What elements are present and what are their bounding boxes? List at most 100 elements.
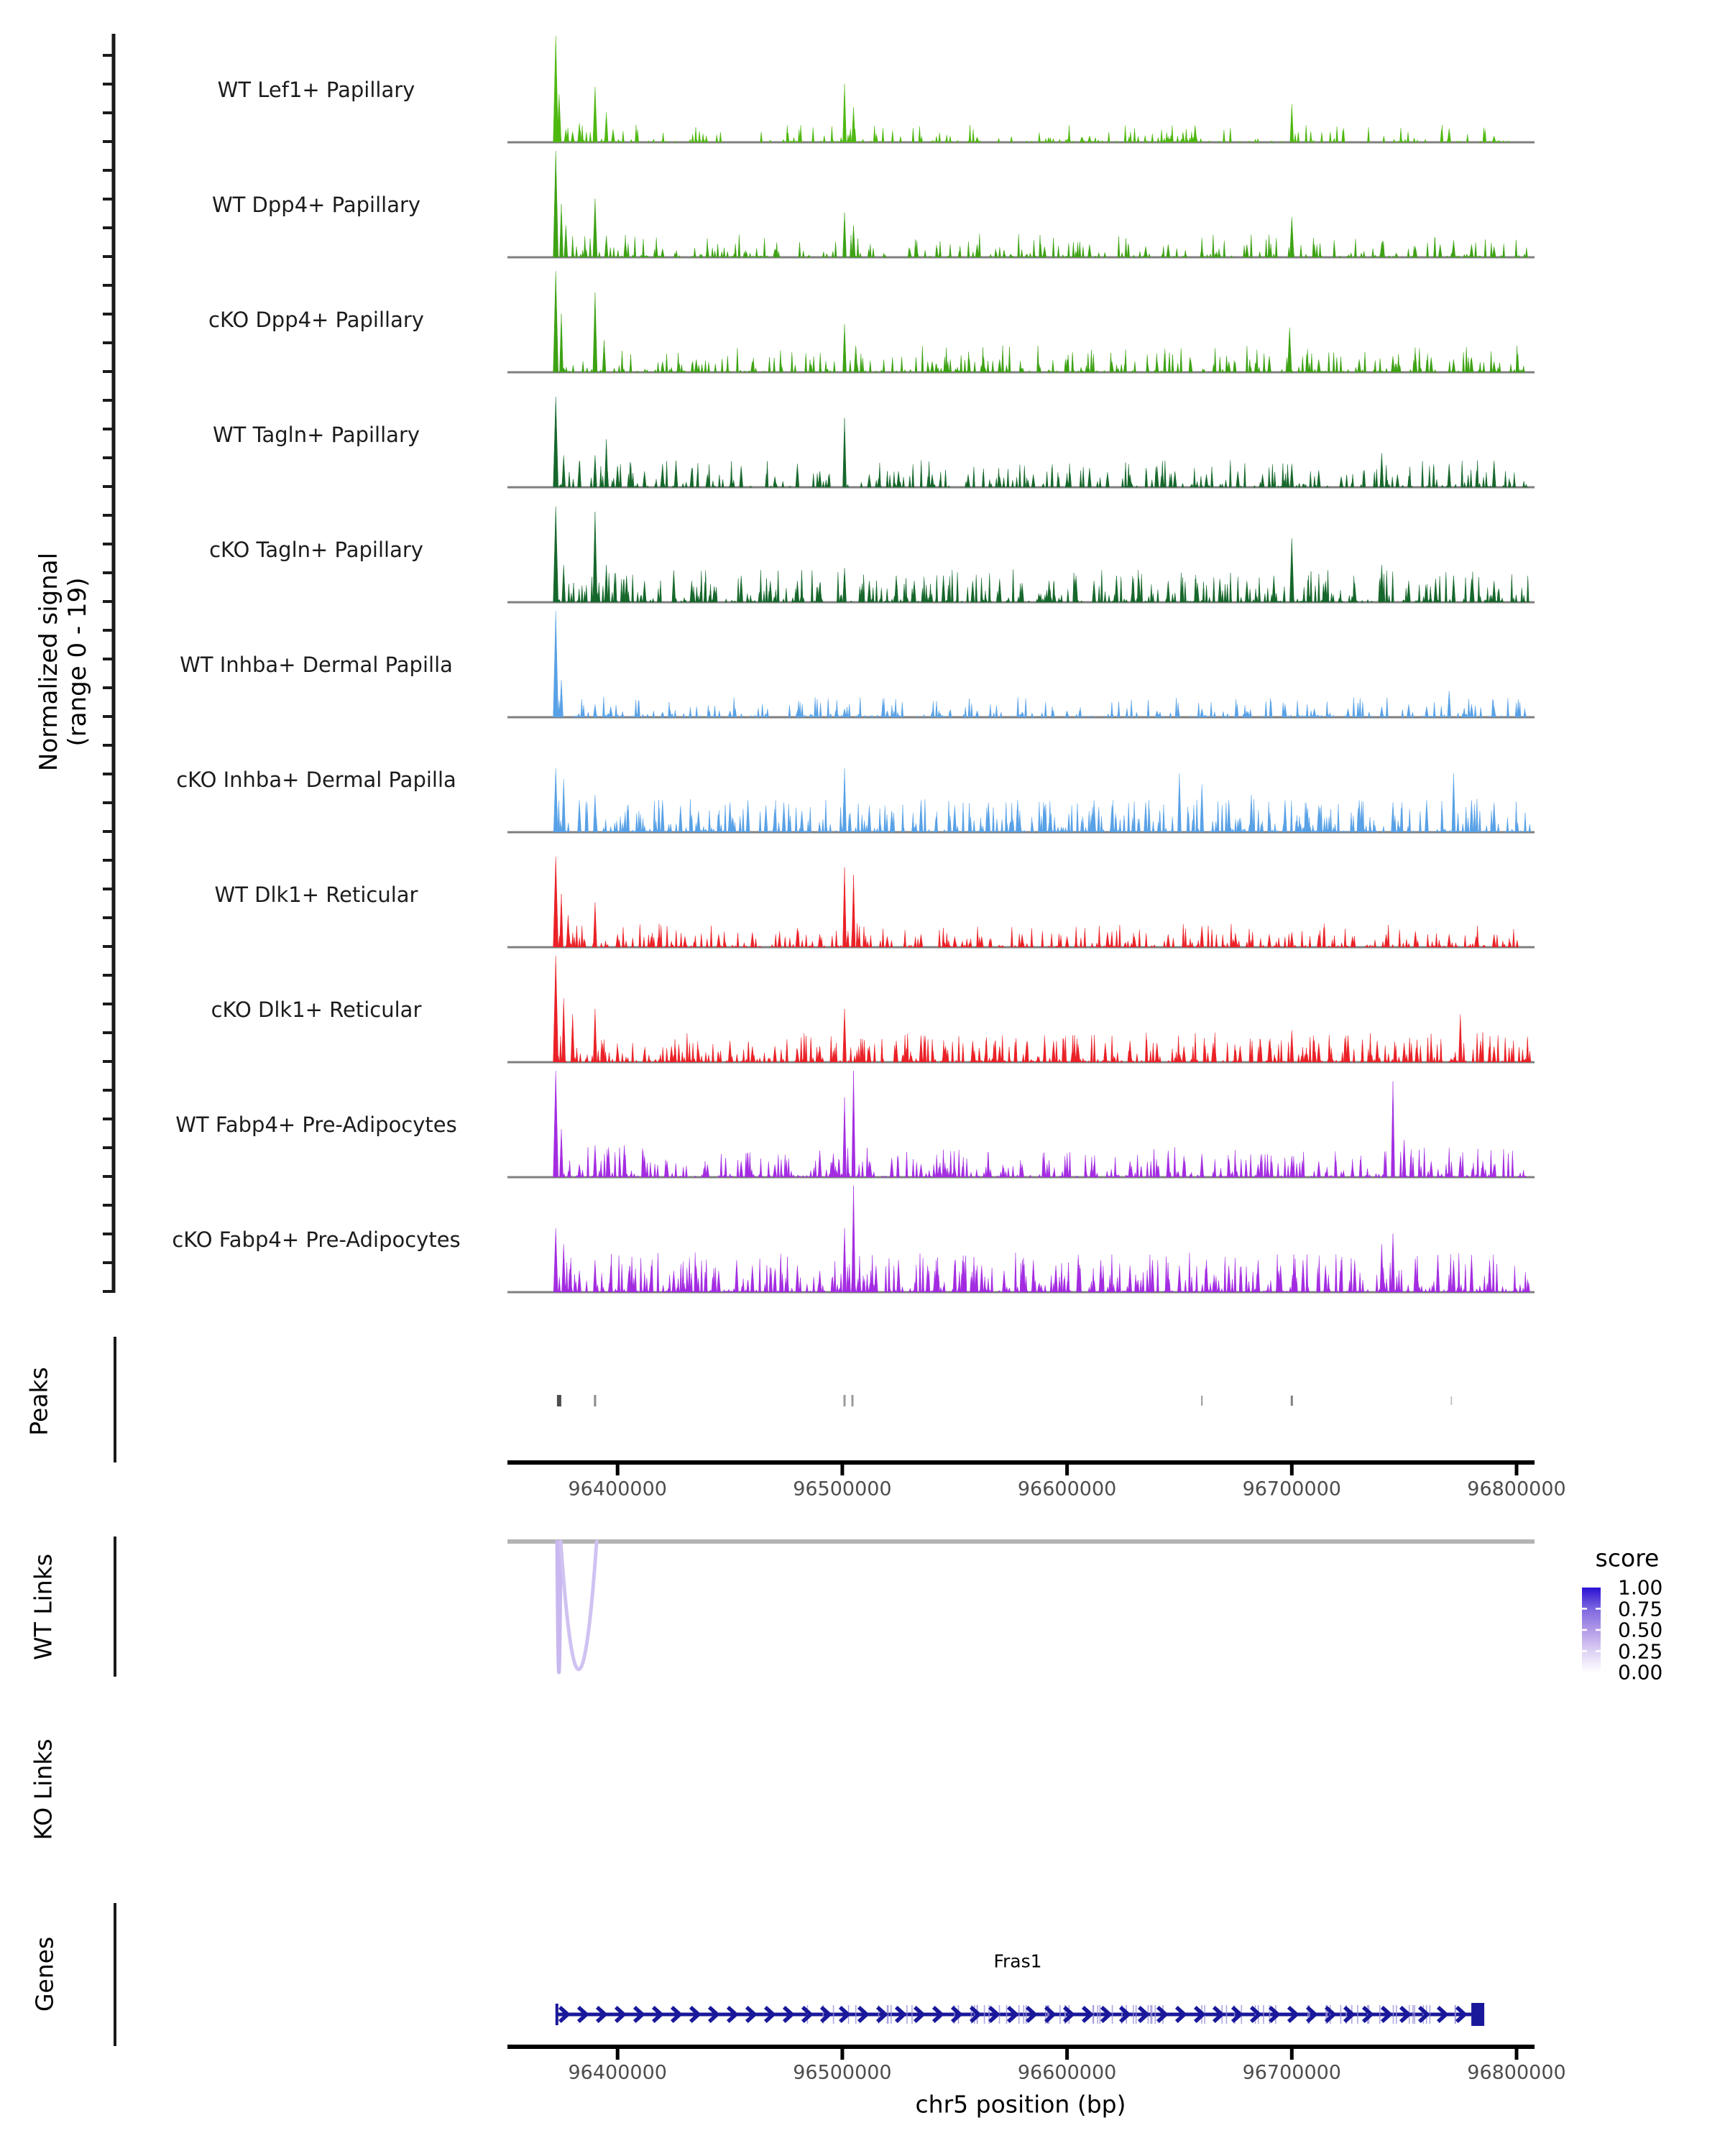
peak-mark	[1450, 1396, 1453, 1405]
gene-strand-arrow	[875, 2005, 888, 2024]
gene-strand-arrow	[1081, 2005, 1094, 2024]
gene-strand-arrow	[1417, 2005, 1430, 2024]
track-label: WT Tagln+ Papillary	[212, 423, 420, 447]
track-signal	[553, 397, 1528, 488]
gene-strand-arrow	[950, 2005, 963, 2024]
track-signal	[553, 506, 1530, 603]
upper-x-axis-tick-label: 96700000	[1242, 1478, 1341, 1501]
signal-axis-title-line2: (range 0 - 19)	[63, 577, 92, 747]
gene-strand-arrow	[745, 2005, 758, 2024]
gene-strand-arrow	[1268, 2005, 1281, 2024]
gene-strand-arrow	[707, 2005, 720, 2024]
gene-strand-arrow	[726, 2005, 739, 2024]
gene-strand-arrow	[651, 2005, 664, 2024]
track-label: WT Dpp4+ Papillary	[211, 193, 421, 217]
gene-strand-arrow	[763, 2005, 776, 2024]
gene-strand-arrow	[1324, 2005, 1337, 2024]
upper-x-axis-tick-label: 96600000	[1017, 1478, 1117, 1501]
gene-strand-arrow	[857, 2005, 870, 2024]
peak-mark	[594, 1395, 597, 1406]
gene-strand-arrow	[1380, 2005, 1393, 2024]
score-legend-tick-label: 1.00	[1618, 1575, 1663, 1600]
track-label: cKO Fabp4+ Pre-Adipocytes	[172, 1227, 461, 1252]
peak-mark	[1201, 1396, 1203, 1406]
gene-name-label: Fras1	[993, 1950, 1042, 1972]
gene-strand-arrow	[1399, 2005, 1412, 2024]
lower-x-axis-tick-label: 96500000	[793, 2061, 892, 2084]
lower-x-axis-tick-label: 96400000	[568, 2061, 667, 2084]
gene-strand-arrow	[1156, 2005, 1169, 2024]
track-label: WT Lef1+ Papillary	[217, 78, 415, 102]
gene-strand-arrow	[782, 2005, 795, 2024]
gene-strand-arrow	[988, 2005, 1000, 2024]
gene-strand-arrow	[1137, 2005, 1150, 2024]
upper-x-axis-tick-label: 96500000	[793, 1478, 892, 1501]
gene-strand-arrow	[1305, 2005, 1318, 2024]
gene-strand-arrow	[1025, 2005, 1038, 2024]
gene-strand-arrow	[614, 2005, 627, 2024]
track-label: cKO Dpp4+ Papillary	[208, 308, 424, 332]
gene-strand-arrow	[1100, 2005, 1113, 2024]
gene-strand-arrow	[1006, 2005, 1019, 2024]
score-legend-tick-label: 0.00	[1618, 1660, 1663, 1685]
track-signal	[553, 150, 1528, 258]
gene-strand-arrow	[1455, 2005, 1468, 2024]
gene-strand-arrow	[1118, 2005, 1131, 2024]
gene-strand-arrow	[1062, 2005, 1075, 2024]
track-label: cKO Dlk1+ Reticular	[211, 998, 422, 1022]
link-arc	[555, 1539, 563, 1674]
ko-links-section-label: KO Links	[29, 1738, 58, 1841]
lower-x-axis-tick-label: 96800000	[1467, 2061, 1566, 2084]
peaks-section-label: Peaks	[24, 1367, 53, 1436]
gene-strand-arrow	[819, 2005, 832, 2024]
upper-x-axis-tick-label: 96800000	[1467, 1478, 1566, 1501]
track-label: cKO Tagln+ Papillary	[209, 538, 423, 562]
gene-strand-arrow	[1230, 2005, 1243, 2024]
gene-strand-arrow	[932, 2005, 944, 2024]
genes-section-label: Genes	[30, 1936, 59, 2012]
upper-x-axis-tick-label: 96400000	[568, 1478, 667, 1501]
gene-strand-arrow	[1193, 2005, 1206, 2024]
gene-strand-arrow	[801, 2005, 814, 2024]
score-legend-tick-label: 0.75	[1618, 1597, 1663, 1621]
score-legend-tick-label: 0.25	[1618, 1639, 1663, 1663]
track-signal	[553, 35, 1510, 143]
track-label: WT Inhba+ Dermal Papilla	[180, 653, 453, 677]
track-signal	[553, 610, 1527, 718]
gene-strand-arrow	[913, 2005, 926, 2024]
gene-strand-arrow	[1287, 2005, 1300, 2024]
track-label: WT Dlk1+ Reticular	[214, 883, 418, 907]
track-label: cKO Inhba+ Dermal Papilla	[176, 768, 456, 792]
lower-x-axis-tick-label: 96700000	[1242, 2061, 1341, 2084]
gene-strand-arrow	[558, 2005, 571, 2024]
gene-strand-arrow	[838, 2005, 851, 2024]
gene-strand-arrow	[632, 2005, 645, 2024]
signal-axis-title: Normalized signal (range 0 - 19)	[34, 553, 92, 771]
track-signal	[553, 1185, 1530, 1293]
track-signal	[553, 857, 1519, 948]
gene-strand-arrow	[1174, 2005, 1187, 2024]
score-legend-title: score	[1595, 1544, 1660, 1572]
track-signal	[553, 768, 1532, 833]
track-signal	[553, 271, 1525, 373]
gene-strand-arrow	[1212, 2005, 1225, 2024]
peak-mark	[851, 1395, 854, 1406]
gene-end-exon	[1471, 2003, 1485, 2026]
gene-strand-arrow	[1044, 2005, 1057, 2024]
gene-strand-arrow	[1436, 2005, 1449, 2024]
gene-strand-arrow	[689, 2005, 702, 2024]
track-signal	[553, 1070, 1527, 1178]
x-axis-title: chr5 position (bp)	[915, 2090, 1126, 2119]
link-arc	[558, 1539, 599, 1672]
gene-start-mark	[555, 2004, 558, 2025]
gene-strand-arrow	[670, 2005, 683, 2024]
peak-mark	[843, 1395, 846, 1406]
gene-strand-arrow	[969, 2005, 982, 2024]
score-legend-tick-label: 0.50	[1618, 1618, 1663, 1642]
wt-links-section-label: WT Links	[29, 1553, 58, 1661]
gene-strand-arrow	[894, 2005, 907, 2024]
gene-strand-arrow	[1343, 2005, 1356, 2024]
peak-mark	[1290, 1396, 1293, 1406]
